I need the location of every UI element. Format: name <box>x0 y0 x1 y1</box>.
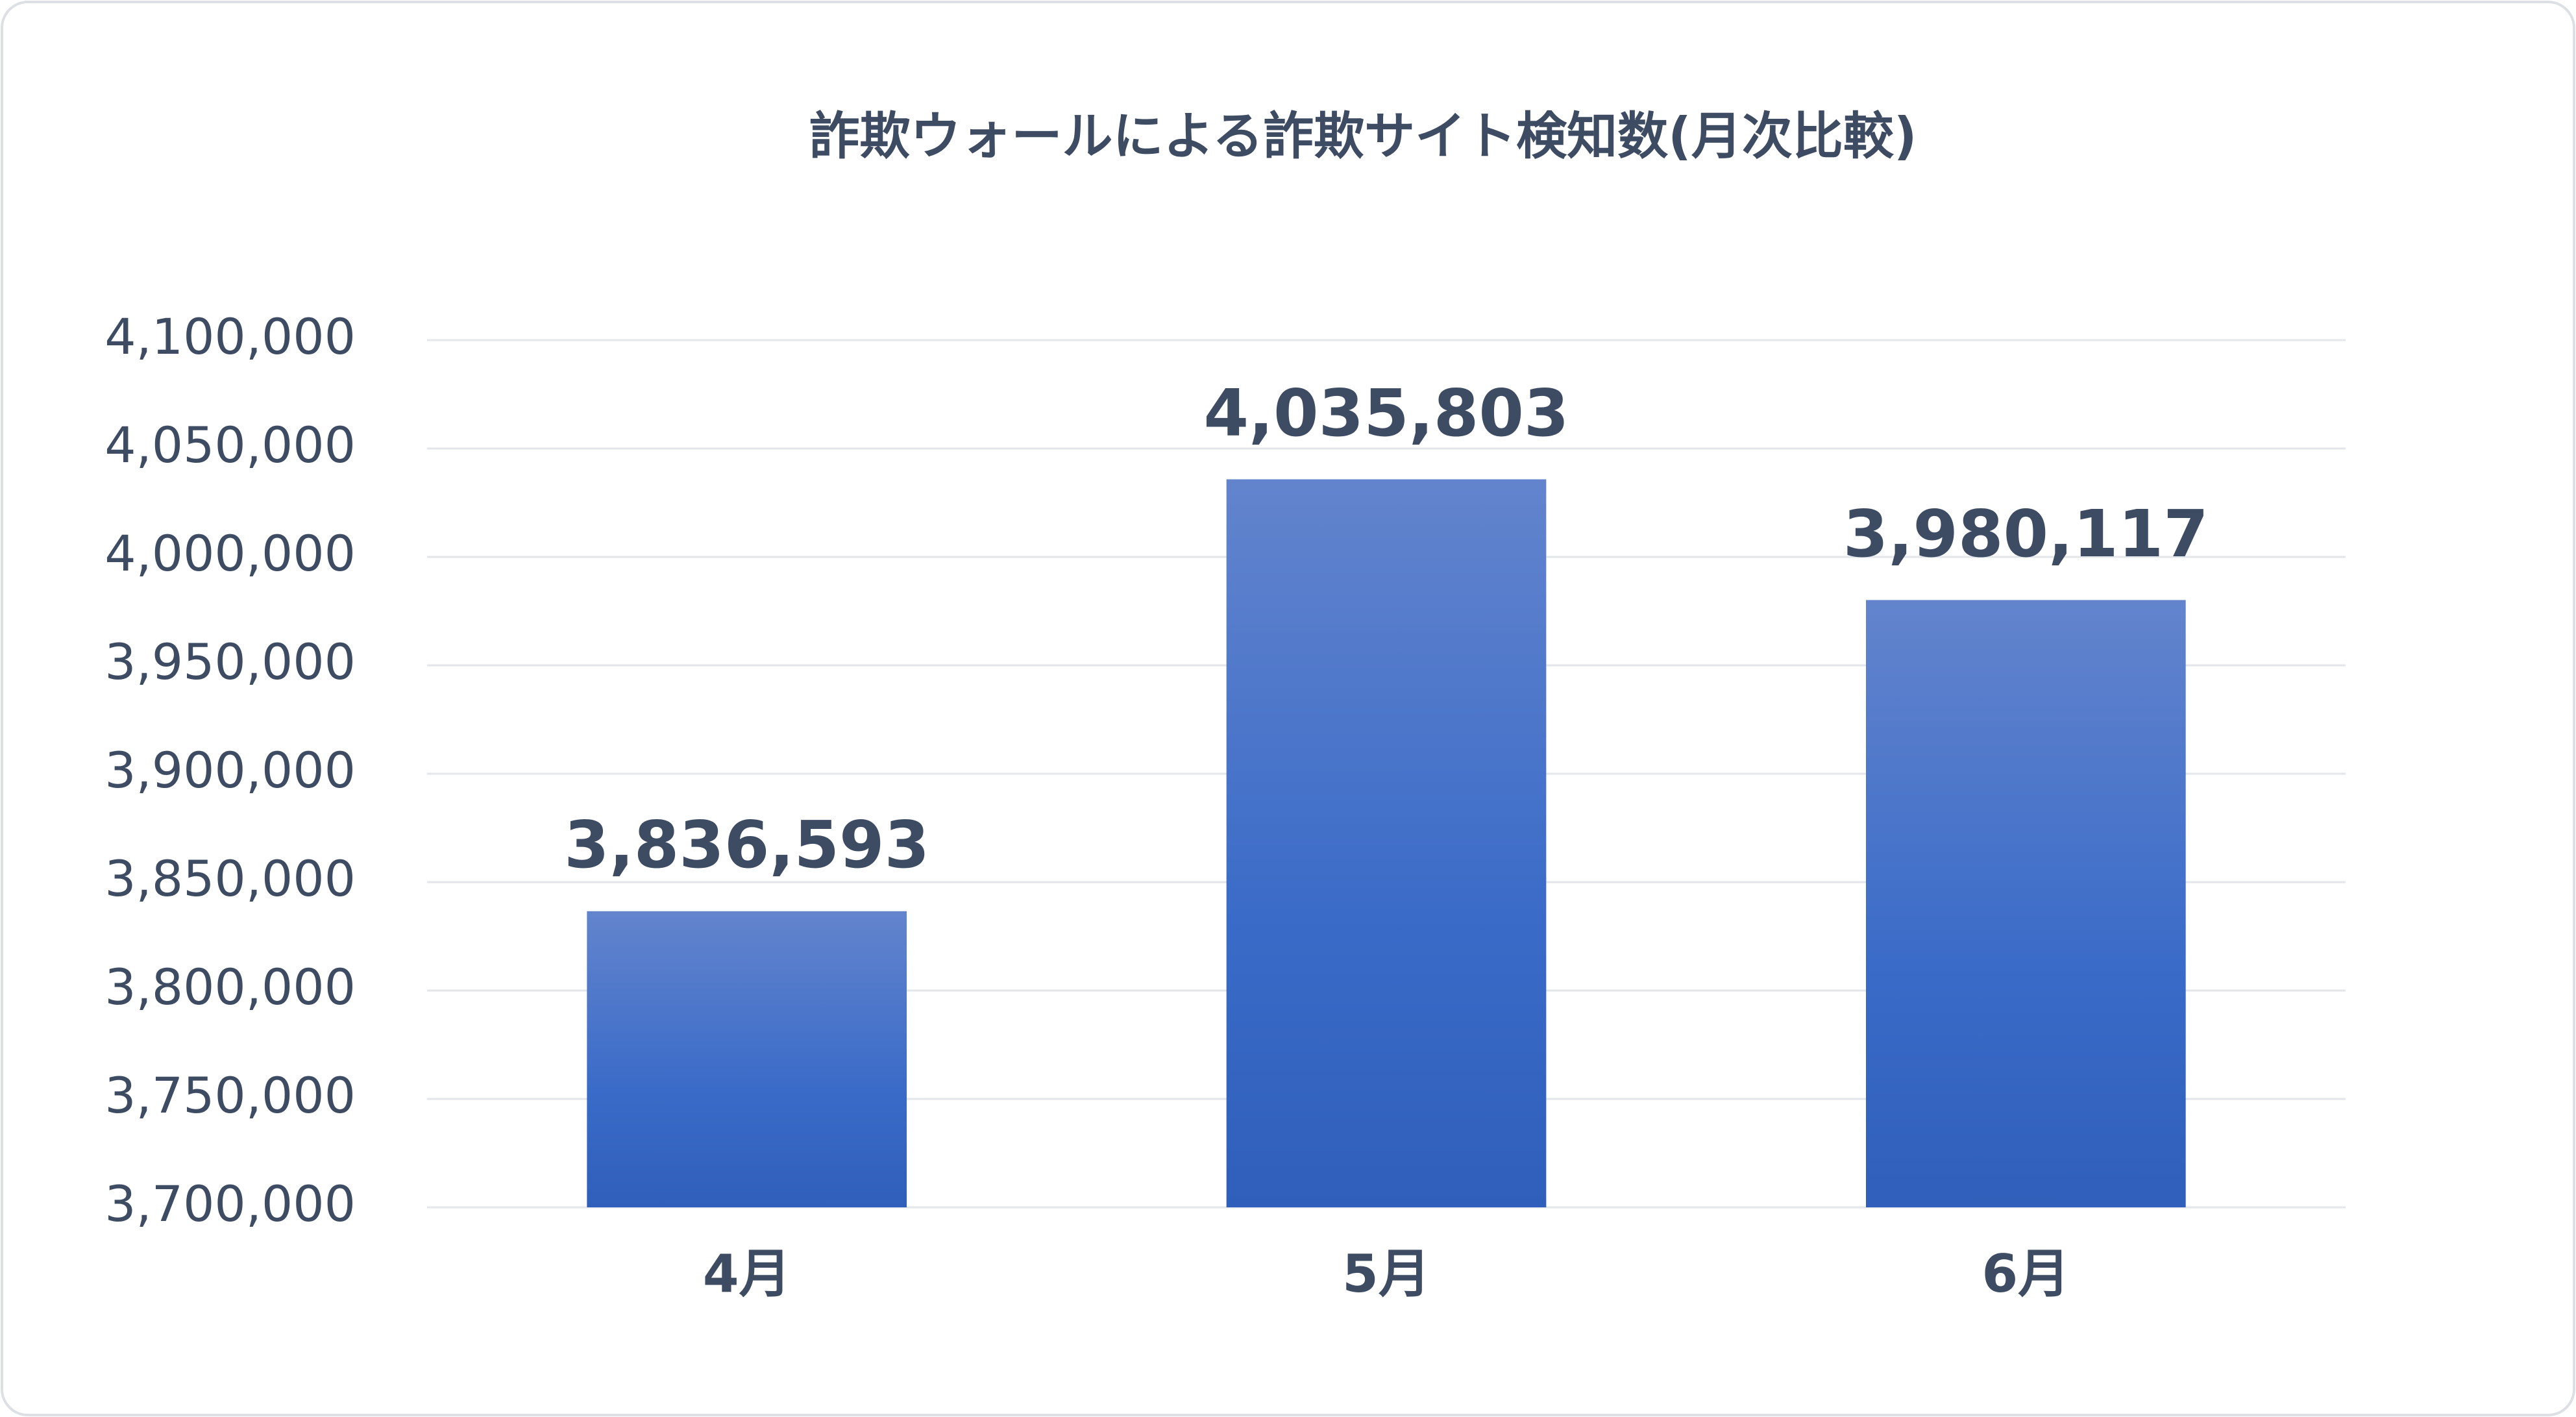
y-tick-label: 3,800,000 <box>104 958 356 1016</box>
y-tick-label: 3,750,000 <box>104 1066 356 1124</box>
data-label: 3,836,593 <box>564 807 929 883</box>
y-tick-label: 4,000,000 <box>104 524 356 582</box>
y-tick-label: 3,700,000 <box>104 1175 356 1233</box>
bar <box>1866 600 2186 1207</box>
data-label: 3,980,117 <box>1843 496 2209 572</box>
x-tick-label: 6月 <box>1981 1244 2070 1304</box>
y-tick-label: 4,050,000 <box>104 416 356 474</box>
data-label: 4,035,803 <box>1203 375 1569 451</box>
y-tick-label: 3,900,000 <box>104 741 356 799</box>
y-tick-label: 3,950,000 <box>104 633 356 691</box>
bar <box>1226 479 1547 1207</box>
y-tick-label: 4,100,000 <box>104 308 356 365</box>
bar <box>587 911 907 1207</box>
chart-title: 詐欺ウォールによる詐欺サイト検知数(月次比較) <box>809 107 1917 166</box>
x-tick-label: 5月 <box>1342 1244 1430 1304</box>
y-tick-label: 3,850,000 <box>104 850 356 907</box>
x-tick-label: 4月 <box>703 1244 791 1304</box>
